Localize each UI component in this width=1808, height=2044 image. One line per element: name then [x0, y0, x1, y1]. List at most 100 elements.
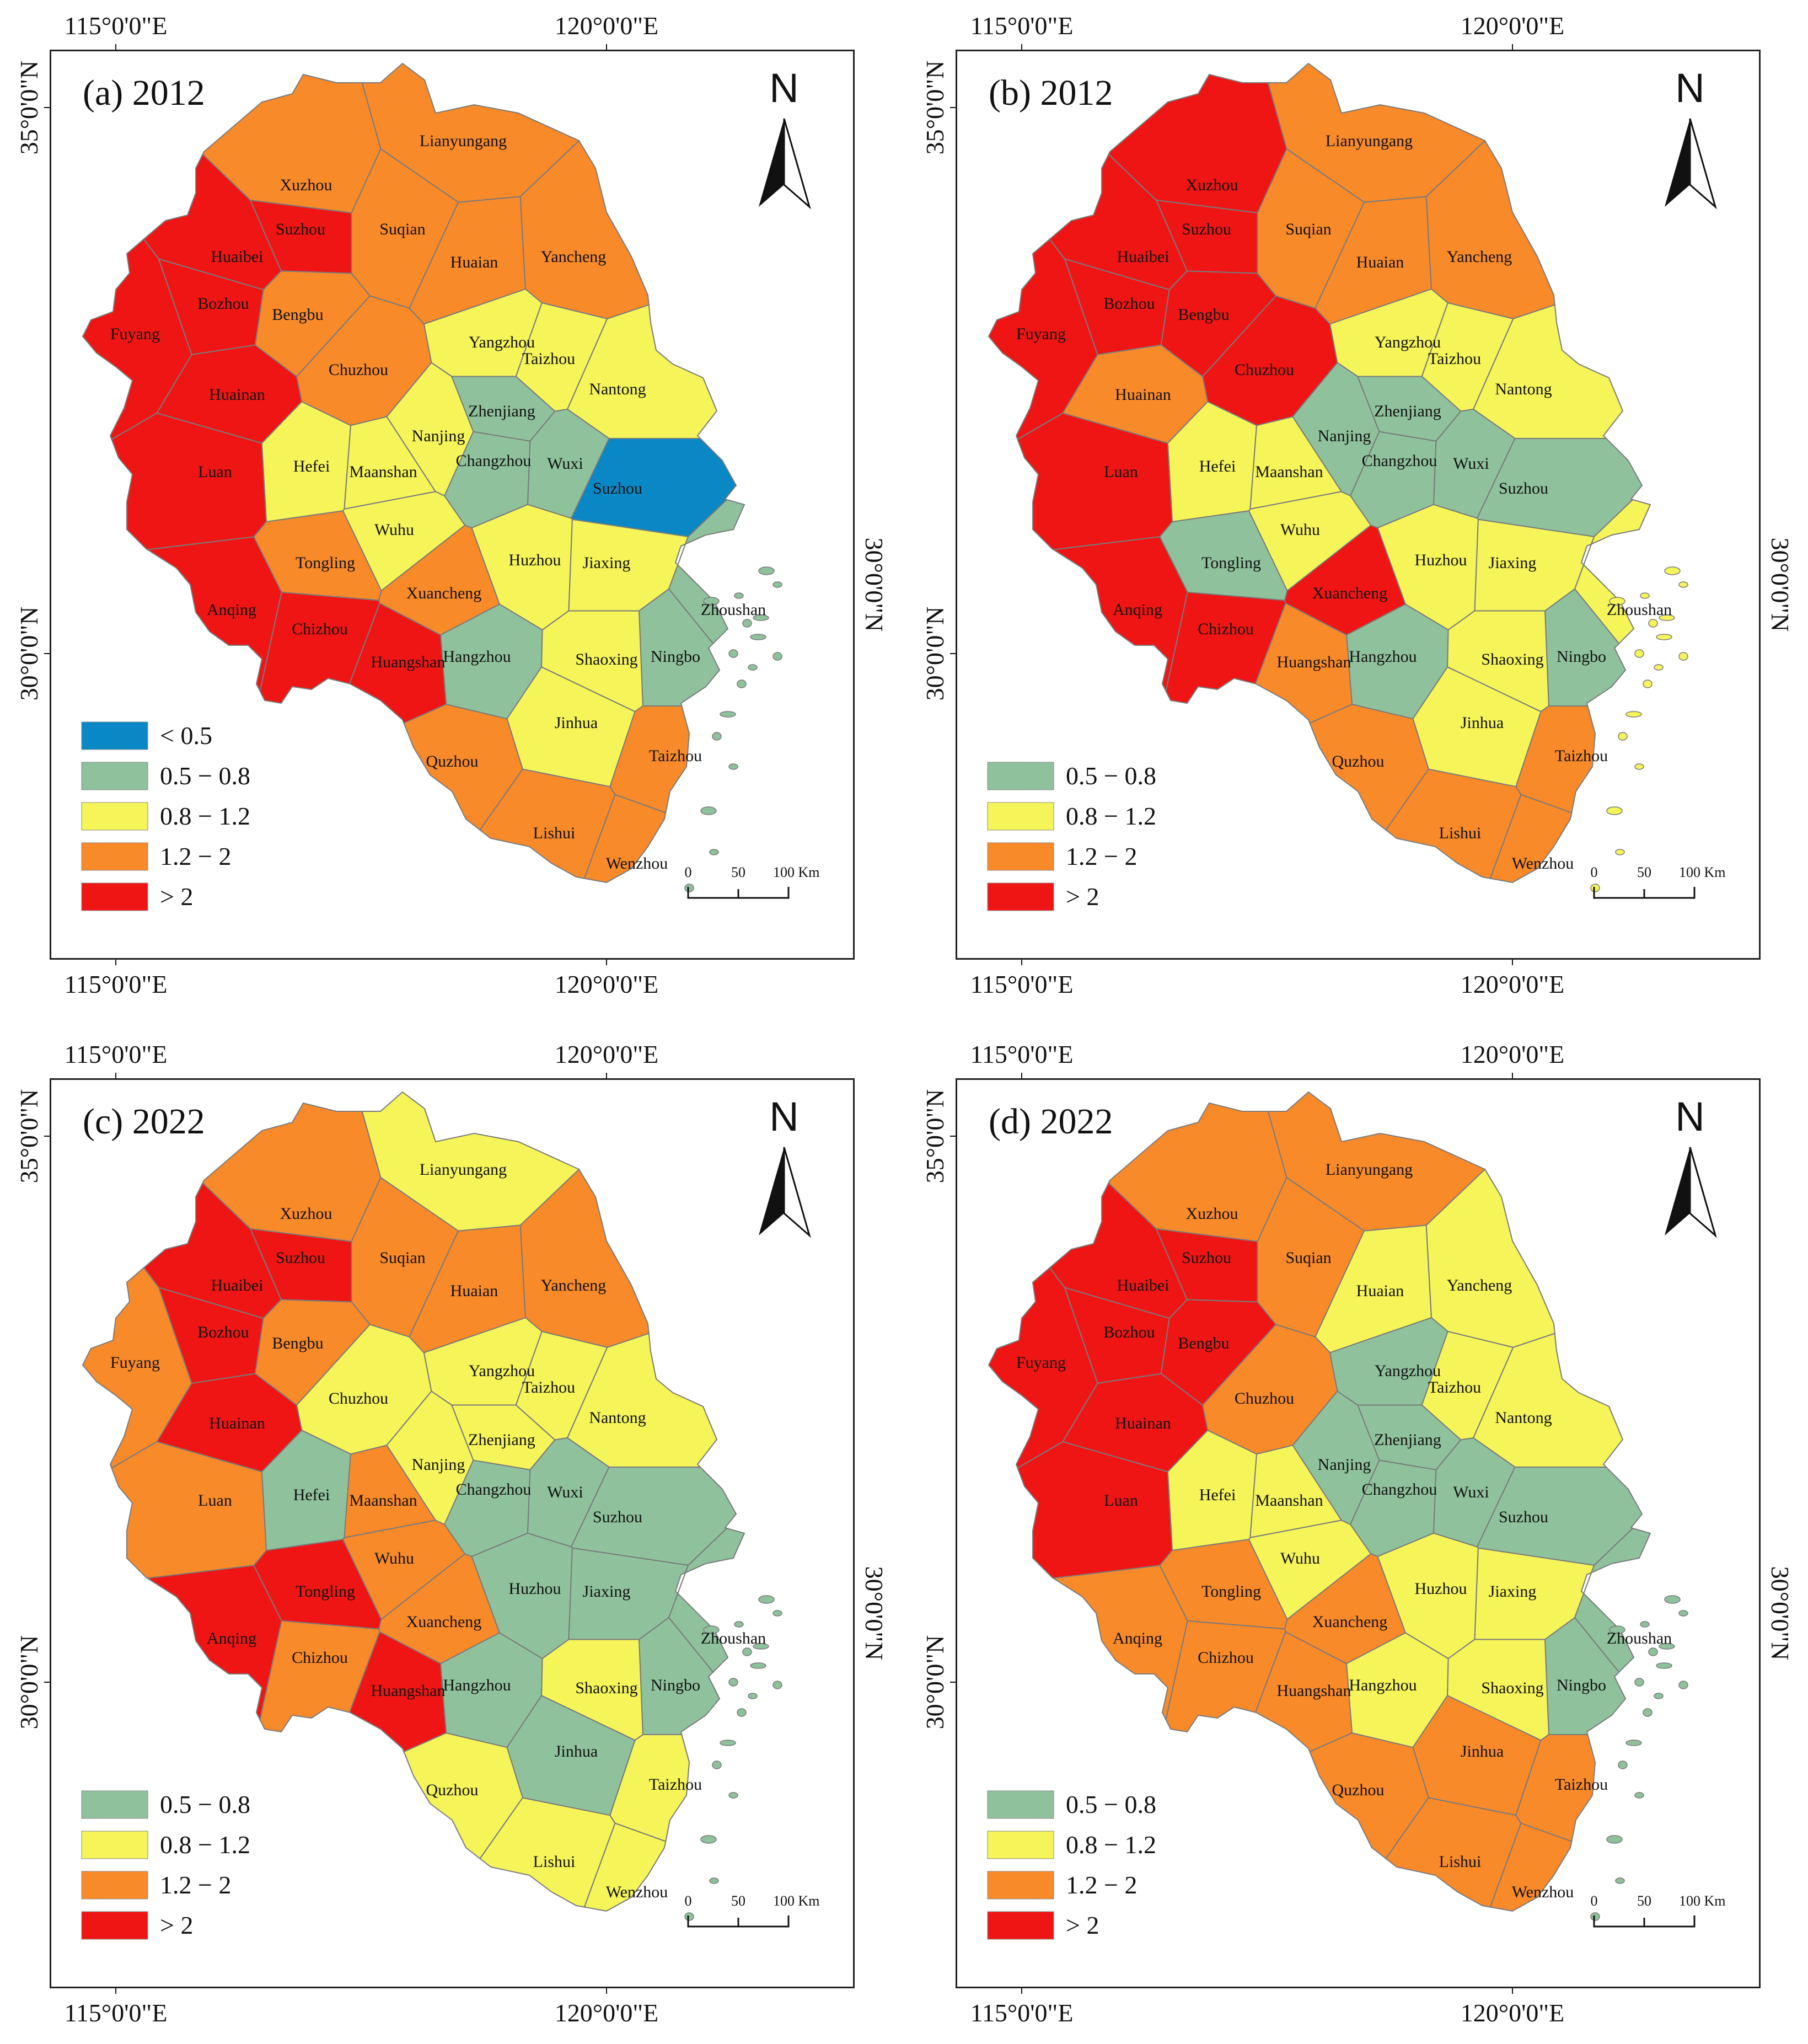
lon-label-top: 120°0'0"E [555, 1040, 659, 1068]
lat-label-left: 30°0'0"N [921, 607, 949, 701]
city-label-zhenjiang: Zhenjiang [1374, 1431, 1441, 1449]
north-label: N [1675, 65, 1704, 111]
island-shape [734, 592, 744, 599]
panel-title: (c) 2022 [83, 1101, 205, 1142]
region-chizhou[interactable] [259, 591, 380, 704]
city-label-huzhou: Huzhou [1415, 1580, 1467, 1598]
lon-label-top: 120°0'0"E [555, 12, 659, 40]
island-shape [742, 619, 752, 628]
island-shape [1664, 566, 1681, 575]
region-anqing[interactable] [146, 536, 282, 693]
lat-label-right: 30°0'0"N [860, 1566, 888, 1661]
city-labels: Xuzhou Lianyungang Suzhou Suqian Huaibei Huai… [1016, 132, 1672, 873]
island-shape [758, 566, 775, 575]
island-layer [1590, 566, 1688, 892]
city-label-yangzhou: Yangzhou [469, 333, 535, 351]
lat-label-left: 30°0'0"N [921, 1635, 949, 1730]
city-label-jinhua: Jinhua [555, 714, 598, 732]
city-label-fuyang: Fuyang [1016, 325, 1066, 343]
region-ningbo[interactable] [1544, 588, 1627, 707]
city-label-jiaxing: Jiaxing [583, 1582, 631, 1601]
city-label-suqian: Suqian [379, 220, 425, 238]
city-label-zhenjiang: Zhenjiang [1374, 402, 1441, 420]
city-label-taizhou-js: Taizhou [1428, 350, 1481, 368]
city-label-huaibei: Huaibei [1117, 1276, 1169, 1294]
legend: 0.5 − 0.8 0.8 − 1.2 1.2 − 2 > 2 [987, 1790, 1156, 1940]
region-wenzhou[interactable] [583, 794, 667, 884]
city-label-taizhou-js: Taizhou [522, 350, 575, 368]
region-chizhou[interactable] [1165, 1620, 1286, 1733]
region-huangshan[interactable] [348, 1631, 447, 1753]
region-wenzhou[interactable] [583, 1822, 667, 1912]
region-huangshan[interactable] [348, 602, 447, 724]
region-anqing[interactable] [1051, 536, 1188, 693]
region-fuyang[interactable] [988, 1267, 1098, 1469]
region-anqing[interactable] [1051, 1565, 1188, 1721]
region-huangshan[interactable] [1254, 1631, 1353, 1753]
region-chizhou[interactable] [259, 1620, 380, 1733]
city-label-anqing: Anqing [207, 1629, 256, 1647]
island-shape [1640, 1621, 1650, 1628]
legend-swatch-c08_12 [987, 802, 1054, 831]
region-ningbo[interactable] [639, 588, 721, 707]
north-arrow-left-icon [759, 1147, 784, 1235]
region-chizhou[interactable] [1165, 591, 1286, 704]
region-fuyang[interactable] [82, 238, 192, 441]
island-shape [1590, 884, 1600, 892]
city-label-huzhou: Huzhou [509, 551, 561, 569]
city-label-luan: Luan [1104, 463, 1138, 481]
island-shape [700, 806, 717, 815]
map-panel-2: Xuzhou Lianyungang Suzhou Suqian Huaibei Huai… [921, 12, 1794, 998]
lat-label-left: 35°0'0"N [921, 1089, 949, 1184]
city-label-wuhu: Wuhu [1280, 1549, 1320, 1567]
north-arrow-right-icon [783, 118, 811, 210]
legend-swatch-c12_2 [81, 842, 148, 871]
region-quzhou[interactable] [403, 704, 524, 831]
legend-label-c08_12: 0.8 − 1.2 [1066, 802, 1156, 830]
legend-label-c12_2: 1.2 − 2 [160, 1871, 231, 1899]
region-huangshan[interactable] [1254, 602, 1353, 724]
city-labels: Xuzhou Lianyungang Suzhou Suqian Huaibei Huai… [1016, 1160, 1672, 1901]
region-lishui[interactable] [1385, 1797, 1522, 1908]
city-label-huainan: Huainan [1115, 386, 1171, 404]
region-nantong[interactable] [566, 1333, 718, 1468]
region-fuyang[interactable] [82, 1267, 192, 1469]
region-wenzhou[interactable] [1489, 794, 1573, 884]
scale-tick-label: 100 Km [773, 1893, 820, 1909]
region-fuyang[interactable] [988, 238, 1098, 441]
city-label-huaian: Huaian [450, 1282, 498, 1300]
region-nantong[interactable] [1472, 304, 1624, 439]
lon-label-top: 120°0'0"E [1461, 1040, 1565, 1068]
city-label-jiaxing: Jiaxing [583, 554, 631, 572]
region-anqing[interactable] [146, 1565, 282, 1721]
island-shape [750, 634, 766, 640]
city-label-xuancheng: Xuancheng [406, 1613, 482, 1631]
region-lishui[interactable] [1385, 768, 1522, 879]
region-nantong[interactable] [566, 304, 718, 439]
region-quzhou[interactable] [403, 1732, 524, 1860]
region-ningbo[interactable] [639, 1617, 721, 1735]
city-label-yancheng: Yancheng [541, 1276, 607, 1294]
city-label-quzhou: Quzhou [1332, 1781, 1385, 1799]
scale-tick-label: 0 [1591, 1893, 1598, 1909]
island-shape [1625, 1740, 1642, 1746]
island-shape [1634, 1792, 1644, 1799]
island-layer [684, 1595, 782, 1921]
city-label-wuxi: Wuxi [547, 1483, 583, 1501]
lon-label-bottom: 115°0'0"E [65, 1999, 168, 2027]
island-shape [1643, 1708, 1653, 1717]
region-quzhou[interactable] [1309, 704, 1430, 831]
region-ningbo[interactable] [1544, 1617, 1627, 1735]
region-quzhou[interactable] [1309, 1732, 1430, 1860]
legend-label-c05_08: 0.5 − 0.8 [1066, 1790, 1156, 1818]
island-shape [750, 1662, 766, 1669]
island-shape [728, 763, 738, 770]
city-label-wuxi: Wuxi [1453, 1483, 1489, 1501]
region-wenzhou[interactable] [1489, 1822, 1573, 1912]
region-lishui[interactable] [479, 768, 616, 879]
region-nantong[interactable] [1472, 1333, 1624, 1468]
city-label-wuhu: Wuhu [374, 1549, 414, 1567]
region-lishui[interactable] [479, 1797, 616, 1908]
city-label-chuzhou: Chuzhou [1235, 1389, 1294, 1408]
city-label-bozhou: Bozhou [197, 1323, 249, 1341]
